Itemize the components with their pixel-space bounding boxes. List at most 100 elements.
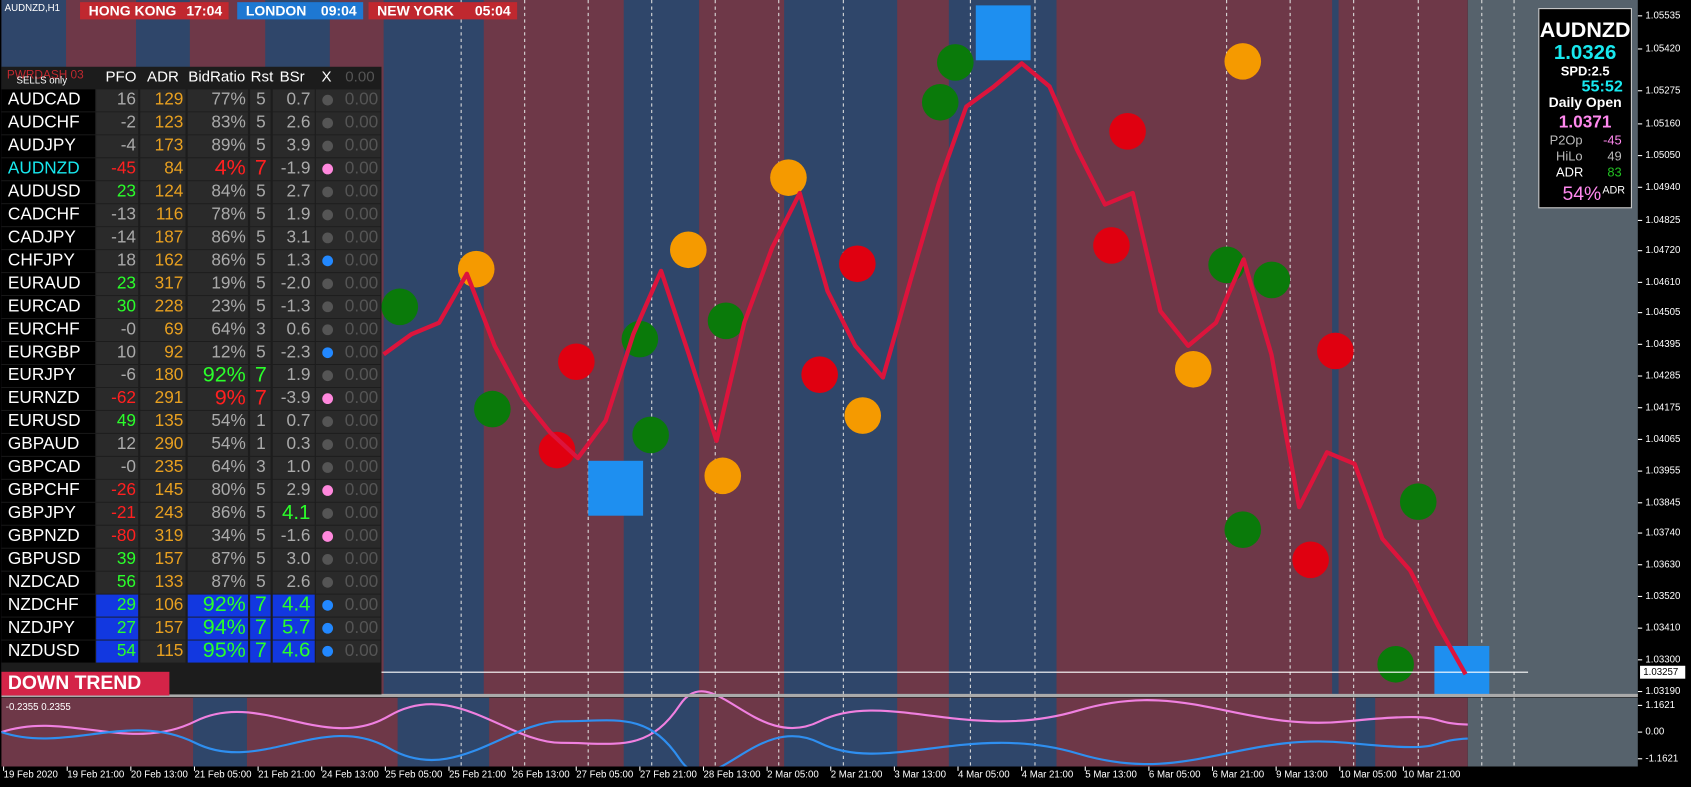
cell [250, 617, 271, 640]
cell [272, 502, 315, 525]
x-tick-label: 5 Mar 13:00 [1085, 770, 1137, 781]
cell [250, 112, 271, 135]
session-name: NEW YORK [377, 3, 454, 19]
zero: 0.00 [345, 203, 379, 223]
cell [272, 296, 315, 319]
y-tick-label: 1.04720 [1645, 245, 1680, 256]
pair-cell [1, 456, 96, 479]
osc-tick-label: -1.1621 [1645, 753, 1678, 764]
cell [140, 502, 186, 525]
pfo: 29 [117, 594, 136, 614]
cell [272, 341, 315, 365]
cell [140, 89, 186, 112]
band [948, 0, 1057, 695]
zero: 0.00 [345, 387, 379, 407]
session-box [237, 2, 364, 20]
cell [315, 433, 381, 456]
bsr: 1.0 [286, 456, 310, 476]
bsr: -1.3 [281, 295, 311, 315]
y-tick-label: 1.04285 [1645, 371, 1680, 382]
status-dot [322, 255, 334, 267]
status-dot [322, 599, 334, 611]
status-dot [322, 485, 334, 496]
session-name: HONG KONG [89, 3, 177, 19]
pair: GBPJPY [8, 502, 76, 522]
marker [801, 356, 838, 393]
marker [1317, 332, 1354, 370]
zero: 0.00 [345, 364, 379, 384]
band [193, 697, 247, 767]
cell [140, 296, 186, 319]
column-header: 0.00 [345, 69, 374, 86]
cell [250, 571, 271, 594]
osc-tick-label: 0.00 [1645, 727, 1664, 738]
x-tick-label: 2 Mar 21:00 [831, 770, 883, 781]
bsr: 4.6 [282, 639, 310, 662]
cell [96, 387, 139, 410]
bid-ratio: 64% [211, 318, 245, 338]
bsr: 3.1 [286, 226, 310, 246]
cell [315, 112, 381, 135]
marker [1109, 113, 1146, 150]
marker [632, 416, 669, 454]
cell [250, 410, 271, 433]
y-tick-label: 1.05160 [1645, 118, 1680, 129]
y-tick-label: 1.03300 [1645, 654, 1680, 665]
cell [187, 502, 248, 525]
osc-tick-label: 1.1621 [1645, 700, 1675, 711]
panel-spread: SPD:2.5 [1561, 64, 1610, 79]
pair: GBPCAD [8, 456, 81, 476]
zero: 0.00 [345, 112, 379, 132]
bsr: -2.0 [281, 272, 311, 292]
y-tick-label: 1.05420 [1645, 44, 1680, 55]
x-tick-label: 6 Mar 05:00 [1149, 770, 1201, 781]
y-tick-label: 1.04395 [1645, 339, 1680, 350]
y-tick-label: 1.03410 [1645, 623, 1680, 634]
bsr: 0.3 [286, 433, 310, 453]
panel-hilo-label: HiLo [1556, 149, 1583, 164]
cell [140, 135, 186, 158]
cell [187, 273, 248, 296]
adr: 133 [155, 571, 184, 591]
pair: NZDCAD [8, 571, 80, 591]
zero: 0.00 [345, 640, 379, 660]
pfo: -80 [111, 525, 136, 545]
cell [140, 617, 186, 640]
pivot-markers [381, 5, 1490, 695]
bsr: -1.6 [281, 525, 311, 545]
cell [272, 112, 315, 135]
cell [96, 410, 139, 433]
pair-cell [1, 364, 96, 387]
session-name: LONDON [246, 3, 307, 19]
cell [140, 456, 186, 479]
cell [272, 548, 315, 571]
pair-cell [1, 181, 96, 204]
cell [140, 548, 186, 571]
cell [315, 525, 381, 548]
pair: NZDCHF [8, 594, 79, 614]
y-tick-label: 1.05050 [1645, 150, 1680, 161]
pair: EURCHF [8, 318, 80, 338]
x-tick-label: 26 Feb 13:00 [513, 770, 570, 781]
pair: EURNZD [8, 387, 80, 407]
cell [140, 479, 186, 502]
close-line [382, 61, 1468, 676]
column-header: X [322, 69, 332, 86]
cell [96, 525, 139, 548]
rst: 7 [255, 638, 267, 662]
marker [670, 231, 707, 269]
bsr: 1.9 [286, 364, 310, 384]
bid-ratio: 87% [211, 548, 245, 568]
x-tick-label: 10 Mar 21:00 [1403, 770, 1460, 781]
pair-cell [1, 479, 96, 502]
panel-p2op-label: P2Op [1550, 132, 1583, 147]
column-header: Rst [251, 69, 274, 86]
cell [250, 181, 271, 204]
cell [315, 594, 381, 617]
cell [315, 640, 381, 663]
bid-ratio: 64% [211, 456, 245, 476]
adr: 162 [155, 249, 184, 269]
pfo: -62 [111, 387, 136, 407]
x-tick-label: 25 Feb 05:00 [385, 770, 442, 781]
bid-ratio: 83% [211, 112, 245, 132]
